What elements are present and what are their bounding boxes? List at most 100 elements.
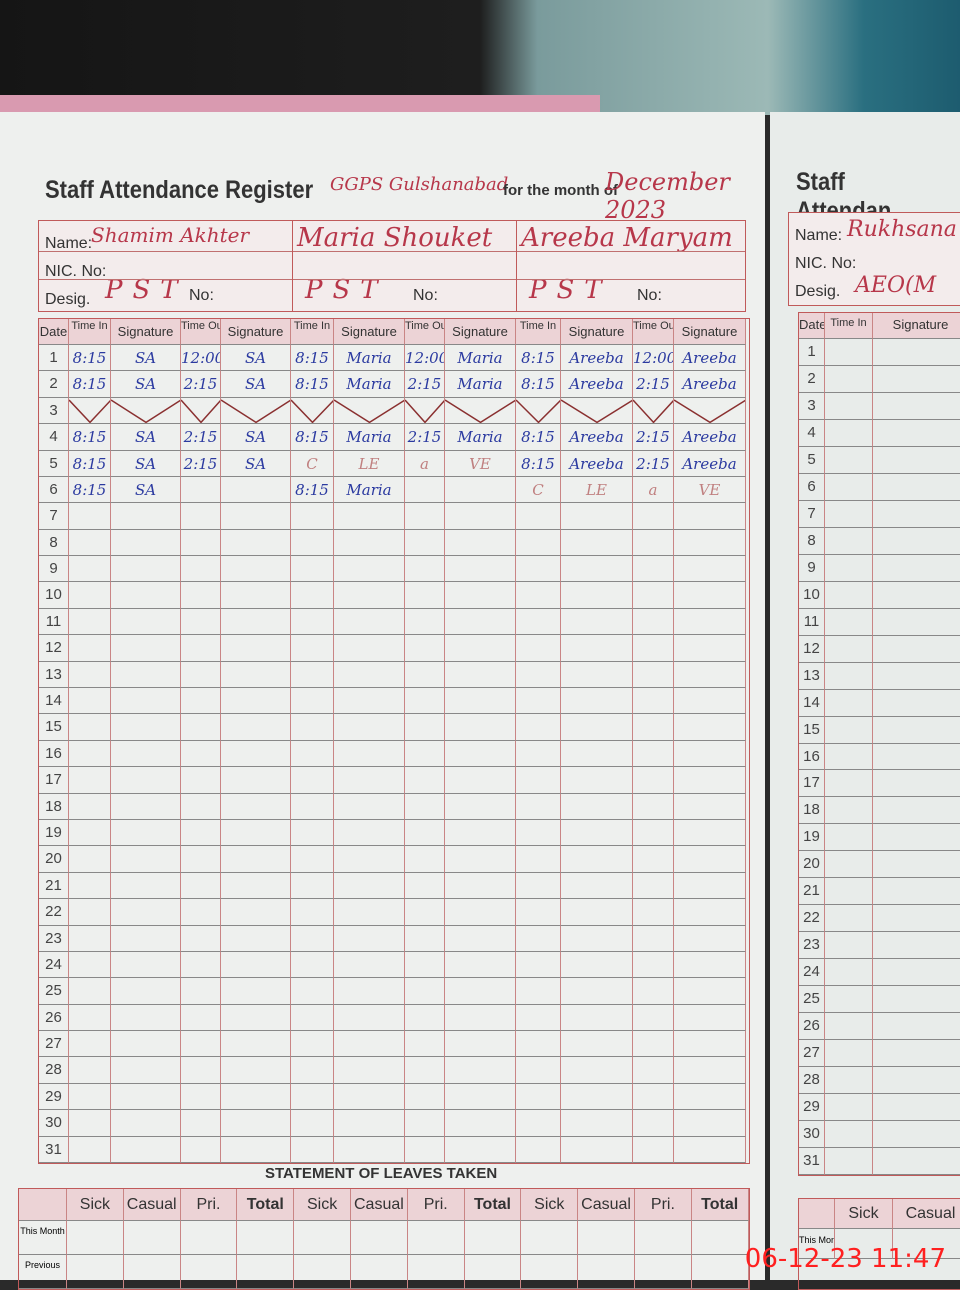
attendance-cell: [221, 1083, 291, 1111]
attendance-cell: [825, 1013, 873, 1041]
attendance-cell: [181, 503, 221, 530]
attendance-cell: [873, 959, 960, 987]
attendance-cell: [221, 661, 291, 689]
attendance-cell: [873, 447, 960, 474]
staff-name: Areeba Maryam: [521, 223, 733, 253]
date-cell: 8: [39, 529, 69, 557]
attendance-cell: [561, 688, 633, 715]
leave-cell: [351, 1255, 408, 1289]
column-header: Signature: [111, 319, 181, 345]
attendance-cell: [405, 846, 445, 873]
leave-row-label: This Month: [799, 1229, 835, 1259]
attendance-cell: [825, 770, 873, 798]
attendance-cell: Maria: [334, 371, 405, 398]
attendance-cell: [405, 529, 445, 557]
attendance-cell: 2:15: [405, 371, 445, 398]
attendance-cell: [873, 1013, 960, 1041]
attendance-cell: [633, 740, 674, 768]
attendance-cell: [221, 767, 291, 794]
attendance-cell: [873, 609, 960, 636]
attendance-cell: [334, 899, 405, 926]
handwritten-entry: a: [420, 454, 429, 473]
attendance-cell: [674, 899, 746, 926]
attendance-cell: [561, 846, 633, 873]
attendance-cell: [405, 397, 445, 425]
attendance-cell: [674, 872, 746, 900]
attendance-cell: [873, 528, 960, 555]
attendance-cell: [181, 556, 221, 583]
attendance-cell: [633, 529, 674, 557]
attendance-cell: [674, 925, 746, 952]
attendance-cell: [69, 635, 111, 662]
attendance-cell: [405, 476, 445, 504]
attendance-cell: [445, 635, 516, 662]
attendance-cell: [221, 476, 291, 504]
attendance-cell: [221, 397, 291, 425]
handwritten-entry: Areeba: [569, 428, 624, 447]
month-label: for the month of: [503, 182, 618, 199]
attendance-cell: [69, 1083, 111, 1111]
attendance-cell: [445, 925, 516, 952]
handwritten-entry: C: [532, 480, 544, 499]
attendance-cell: [69, 819, 111, 847]
attendance-cell: [405, 1083, 445, 1111]
handwritten-entry: Maria: [457, 375, 503, 394]
attendance-cell: [69, 582, 111, 609]
attendance-cell: [561, 556, 633, 583]
attendance-cell: SA: [221, 424, 291, 451]
right-staff-box: Name: Rukhsana NIC. No: Desig. AEO(M: [788, 212, 960, 306]
attendance-cell: SA: [111, 424, 181, 451]
attendance-cell: [674, 608, 746, 636]
attendance-cell: [825, 743, 873, 771]
attendance-cell: [405, 740, 445, 768]
date-cell: 7: [799, 500, 825, 528]
attendance-cell: [633, 556, 674, 583]
attendance-cell: [825, 635, 873, 663]
attendance-cell: [69, 714, 111, 741]
right-staff-name: Rukhsana: [847, 217, 957, 242]
attendance-cell: [873, 393, 960, 420]
attendance-cell: [873, 474, 960, 501]
attendance-cell: [561, 397, 633, 425]
holiday-zigzag-mark: [334, 399, 404, 424]
attendance-cell: [69, 1004, 111, 1032]
leave-cell: [635, 1255, 692, 1289]
register-title: Staff Attendance Register: [45, 176, 314, 204]
attendance-cell: [111, 1057, 181, 1084]
date-cell: 8: [799, 527, 825, 555]
attendance-cell: [633, 661, 674, 689]
attendance-cell: [445, 529, 516, 557]
attendance-cell: [633, 1004, 674, 1032]
handwritten-entry: SA: [134, 375, 157, 394]
handwritten-entry: SA: [244, 349, 267, 367]
attendance-cell: [221, 714, 291, 741]
attendance-cell: [674, 1083, 746, 1111]
attendance-cell: [111, 503, 181, 530]
date-cell: 19: [799, 824, 825, 852]
attendance-cell: [873, 797, 960, 825]
attendance-cell: [561, 1083, 633, 1111]
attendance-cell: [291, 714, 334, 741]
attendance-cell: [181, 1004, 221, 1032]
leave-column-header: Total: [237, 1189, 295, 1221]
attendance-cell: [873, 932, 960, 960]
attendance-cell: [873, 824, 960, 852]
attendance-cell: [825, 878, 873, 906]
handwritten-entry: 12:00: [405, 349, 445, 367]
attendance-cell: [825, 339, 873, 366]
attendance-cell: 2:15: [633, 424, 674, 451]
attendance-cell: [111, 899, 181, 926]
column-header: Date: [799, 313, 825, 339]
date-cell: 2: [799, 365, 825, 393]
handwritten-entry: 8:15: [521, 375, 555, 394]
attendance-cell: [445, 1031, 516, 1058]
attendance-cell: [181, 793, 221, 820]
attendance-cell: [69, 899, 111, 926]
right-attendance-grid: Date Time In Signature 1 2 3 4 5 6 7 8 9 10 11 12 13 14 1…: [798, 312, 960, 1176]
attendance-cell: 8:15: [291, 424, 334, 451]
nic-label: NIC. No:: [45, 263, 107, 280]
attendance-cell: [69, 793, 111, 820]
leave-cell: [123, 1221, 181, 1255]
attendance-cell: [561, 951, 633, 979]
